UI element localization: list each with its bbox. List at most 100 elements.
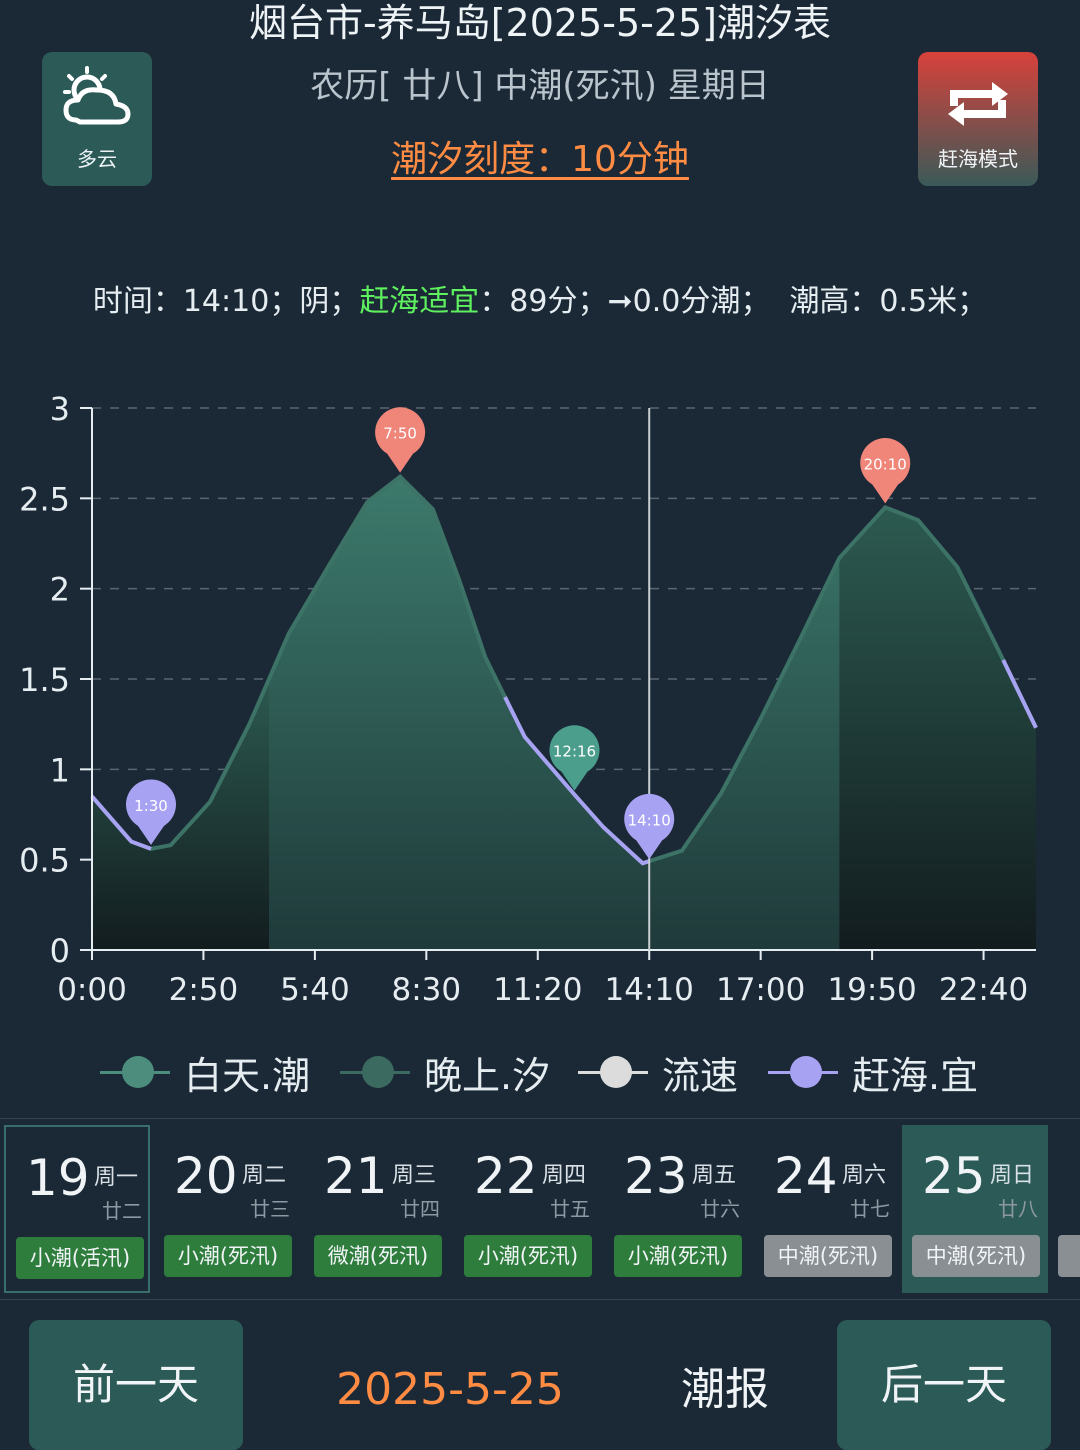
tide-marker-label: 14:10 [628,811,671,829]
day-number: 24 [774,1147,838,1205]
lunar-day: 廿八 [998,1197,1038,1221]
tide-marker-label: 20:10 [864,455,907,473]
legend-item-flow[interactable]: 流速 [578,1040,738,1104]
tide-marker-pin [125,779,176,845]
x-tick-label: 5:40 [280,972,350,1008]
lunar-day: 廿二 [102,1199,142,1223]
legend-item-gather[interactable]: 赶海.宜 [768,1040,978,1104]
tide-scale-text[interactable]: 潮汐刻度：10分钟 [391,139,689,180]
score-text: ：89分； [479,284,608,319]
weekday: 周三 [392,1163,437,1188]
day-tide-area [92,476,1036,950]
legend-dot [600,1056,632,1088]
x-tick-label: 11:20 [493,972,582,1008]
weekday: 周四 [542,1163,587,1188]
x-tick-label: 0:00 [57,972,127,1008]
day-number: 21 [324,1147,388,1205]
gather-segment [1001,659,1038,729]
day-item[interactable]: 19 周一廿二小潮(活汛) [4,1125,150,1293]
legend-label: 流速 [662,1053,739,1098]
x-tick-label: 19:50 [827,972,916,1008]
current-date[interactable]: 2025-5-25 [336,1364,564,1415]
lunar-day: 廿四 [400,1197,440,1221]
tide-report-button[interactable]: 潮报 [681,1364,769,1415]
flow-text: ➞0.0分潮； [607,284,771,319]
prev-day-button[interactable]: 前一天 [29,1320,243,1450]
y-tick-label: 0.5 [19,842,70,880]
gather-mode-button[interactable]: 赶海模式 [918,52,1038,186]
tide-type-badge: 中潮(死汛) [912,1235,1040,1277]
x-tick-label: 22:40 [939,972,1028,1008]
y-tick-label: 2.5 [19,480,70,518]
weekday: 周五 [692,1163,737,1188]
time-value: 14:10 [182,284,270,319]
gather-mode-label: 赶海模式 [938,147,1018,171]
weekday: 周一 [94,1165,139,1190]
x-tick-label: 17:00 [716,972,805,1008]
x-tick-label: 14:10 [605,972,694,1008]
legend-label: 赶海.宜 [852,1053,979,1098]
lunar-day: 廿五 [550,1197,590,1221]
weekday: 周二 [242,1163,287,1188]
tide-type-badge: 小潮(活汛) [16,1237,144,1279]
tide-type-badge: 小潮(死汛) [614,1235,742,1277]
tide-marker-pin [624,793,675,860]
legend-item-night-tide[interactable]: 晚上.汐 [340,1040,550,1104]
tide-type-badge: 小潮(死汛) [164,1235,292,1277]
day-number: 20 [174,1147,238,1205]
height-text: 潮高：0.5米； [789,284,988,319]
tide-scale-link[interactable]: 潮汐刻度：10分钟 [0,138,1080,182]
weekday: 周日 [990,1163,1035,1188]
repeat-icon [948,82,1008,126]
gather-segment [503,696,650,866]
day-item[interactable]: 20 周二廿三小潮(死汛) [154,1125,300,1293]
tide-marker-label: 7:50 [383,425,417,443]
legend-item-day-tide[interactable]: 白天.潮 [100,1040,310,1104]
y-tick-label: 2 [50,571,70,609]
tide-marker-pin [549,725,600,791]
tide-marker-label: 12:16 [553,743,596,761]
weekday: 周六 [842,1163,887,1188]
day-item[interactable]: 21 周三廿四微潮(死汛) [304,1125,450,1293]
x-tick-label: 8:30 [392,972,462,1008]
legend-dot [362,1056,394,1088]
legend-label: 晚上.汐 [424,1053,551,1098]
lunar-day: 廿七 [850,1197,890,1221]
y-tick-label: 1.5 [19,661,70,699]
day-number: 19 [26,1149,90,1207]
cloud-sun-icon [63,66,131,125]
y-tick-label: 1 [50,751,70,789]
day-item[interactable]: 23 周五 廿六 小潮(死汛) [604,1125,750,1293]
legend-dot [790,1056,822,1088]
night-tide-area [92,679,269,950]
tide-type-badge: 小潮(死汛) [464,1235,592,1277]
legend-label: 白天.潮 [184,1053,311,1098]
next-day-button[interactable]: 后一天 [837,1320,1051,1450]
day-item[interactable]: 22 周四廿五小潮(死汛) [454,1125,600,1293]
day-selector: 19 周一 廿二 小潮(活汛) 20 周二 廿三 小潮(死汛) 21 周三 廿四 微潮(死汛) 22 周四… [0,1118,1080,1300]
suitable-label: 赶海适宜 [359,284,480,319]
next-day-peek[interactable] [1058,1235,1080,1277]
y-tick-label: 0 [50,932,70,970]
y-tick-label: 3 [50,390,70,428]
tide-type-badge: 中潮(死汛) [764,1235,892,1277]
day-number: 22 [474,1147,538,1205]
tide-type-badge: 微潮(死汛) [314,1235,442,1277]
weather-tile[interactable]: 多云 [42,52,152,186]
tide-marker-pin [375,407,426,473]
tide-marker-label: 1:30 [134,797,168,815]
day-item[interactable]: 25 周日 廿八 中潮(死汛) [902,1125,1048,1293]
day-item[interactable]: 24 周六廿七中潮(死汛) [754,1125,900,1293]
page-title: 烟台市-养马岛[2025-5-25]潮汐表 [248,1,832,45]
time-label: 时间： [92,284,183,319]
status-line: 时间：14:10；阴；赶海适宜：89分；➞0.0分潮； 潮高：0.5米； [92,284,988,319]
day-number: 23 [624,1147,688,1205]
weather-text: 阴； [299,284,360,319]
lunar-day: 廿三 [250,1197,290,1221]
tide-marker-pin [860,438,911,504]
gather-segment [90,795,152,851]
lunar-subtitle: 农历[ 廿八] 中潮(死汛) 星期日 [310,66,770,106]
tide-chart[interactable]: 0 0.5 1 1.5 2 2.5 3 0:00 2:50 5:40 8:30 11:20 14:10 1… [0,380,1080,1020]
night-tide-area [839,507,1036,950]
weather-label: 多云 [77,147,117,171]
